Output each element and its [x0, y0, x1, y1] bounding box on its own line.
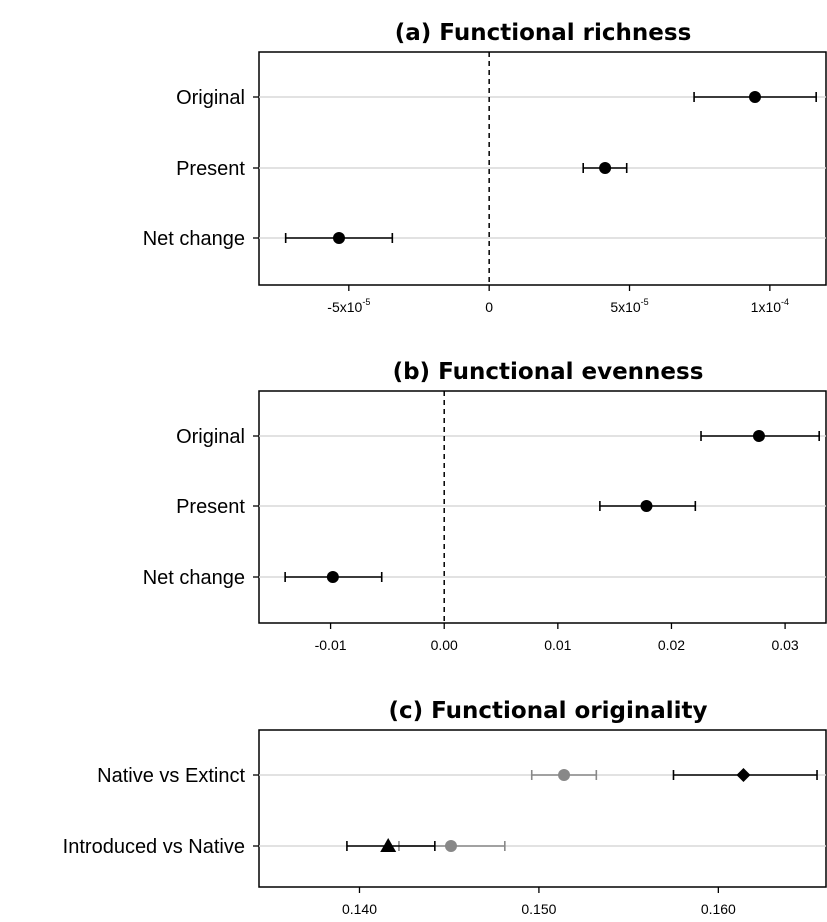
data-point-circle [284, 232, 394, 244]
panel-functional-evenness: (b) Functional evenness Original Present N… [143, 359, 827, 653]
x-tick-label: -0.01 [315, 637, 347, 653]
category-label: Present [176, 158, 245, 180]
category-label: Original [176, 426, 245, 448]
panel-functional-richness: (a) Functional richness Original Present N… [143, 20, 827, 315]
data-point-circle [700, 430, 820, 442]
category-label: Original [176, 87, 245, 109]
point-marker [640, 500, 653, 512]
point-marker [748, 91, 761, 103]
panel-title: (b) Functional evenness [393, 359, 704, 385]
x-tick-label: 0.01 [544, 637, 571, 653]
plot-frame [258, 729, 827, 888]
data-point-circle [582, 162, 628, 174]
data-point-circle [284, 571, 383, 583]
data-point-circle [693, 91, 817, 103]
x-tick-label: 0.02 [658, 637, 685, 653]
plot-frame [258, 390, 827, 624]
x-tick-label: 0.160 [701, 901, 736, 917]
category-label: Net change [143, 228, 245, 250]
category-label: Present [176, 496, 245, 518]
x-tick-label: -5x10-5 [327, 297, 370, 315]
point-marker [332, 232, 345, 244]
x-tick-label: 0 [485, 299, 493, 315]
point-marker [444, 840, 457, 852]
data-point-triangle [346, 838, 436, 852]
data-point-diamond [672, 768, 818, 782]
data-point-circle [599, 500, 697, 512]
x-tick-label: 0.03 [771, 637, 798, 653]
point-marker [752, 430, 765, 442]
x-tick-label: 0.150 [521, 901, 556, 917]
x-tick-label: 1x10-4 [751, 297, 789, 315]
category-label: Introduced vs Native [63, 836, 245, 858]
panel-title: (c) Functional originality [388, 698, 707, 724]
panel-functional-originality: (c) Functional originality Native vs Ext… [63, 698, 827, 917]
x-tick-label: 0.00 [431, 637, 458, 653]
point-marker [558, 769, 571, 781]
point-marker [326, 571, 339, 583]
x-tick-label: 0.140 [342, 901, 377, 917]
point-marker [380, 838, 397, 852]
category-label: Native vs Extinct [97, 765, 245, 787]
point-marker [599, 162, 612, 174]
point-marker [736, 768, 751, 782]
x-tick-label: 5x10-5 [610, 297, 648, 315]
category-label: Net change [143, 567, 245, 589]
data-point-circle [530, 769, 598, 781]
panel-title: (a) Functional richness [395, 20, 692, 46]
